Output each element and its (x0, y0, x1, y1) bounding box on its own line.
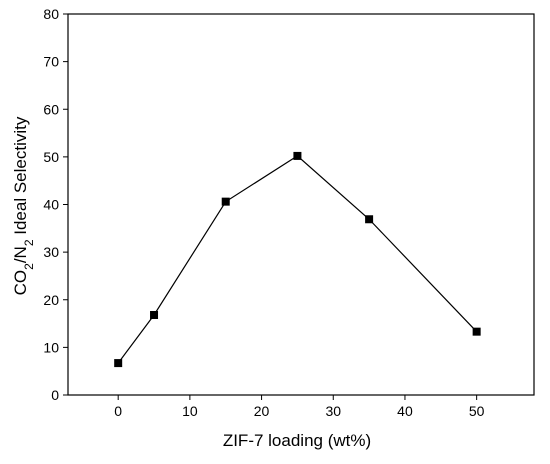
data-point (150, 310, 159, 319)
x-tick-label: 40 (397, 403, 413, 419)
x-tick-label: 10 (182, 403, 198, 419)
data-point (293, 151, 302, 160)
plot-frame (67, 13, 535, 396)
x-axis-ticks: 0 10 20 30 40 50 (114, 395, 485, 419)
y-axis-title: CO2/N2 Ideal Selectivity (11, 116, 36, 295)
data-point (114, 359, 123, 368)
series-lines (117, 155, 478, 364)
data-point (221, 197, 230, 206)
data-point (365, 215, 374, 224)
y-axis-ticks: 0 10 20 30 40 50 60 70 80 (43, 6, 68, 403)
plot-frame-rect (67, 13, 535, 396)
y-tick-label: 50 (43, 149, 59, 165)
y-tick-label: 80 (43, 6, 59, 22)
y-axis-title-part: 2 (22, 263, 36, 270)
y-axis-title-part: 2 (22, 239, 36, 246)
y-axis-title-part: CO (11, 270, 30, 296)
y-tick-label: 70 (43, 54, 59, 70)
y-axis-title-part: Ideal Selectivity (11, 116, 30, 239)
y-axis-title-part: /N (11, 246, 30, 263)
y-tick-label: 20 (43, 292, 59, 308)
x-tick-label: 20 (254, 403, 270, 419)
y-tick-label: 40 (43, 197, 59, 213)
y-tick-label: 30 (43, 244, 59, 260)
x-tick-label: 0 (114, 403, 122, 419)
series-line (117, 155, 478, 364)
x-tick-label: 50 (469, 403, 485, 419)
x-tick-label: 30 (325, 403, 341, 419)
y-tick-label: 0 (51, 387, 59, 403)
x-axis-title: ZIF-7 loading (wt%) (223, 431, 371, 450)
series-points (114, 151, 481, 368)
y-tick-label: 60 (43, 101, 59, 117)
y-tick-label: 10 (43, 339, 59, 355)
data-point (472, 327, 481, 336)
